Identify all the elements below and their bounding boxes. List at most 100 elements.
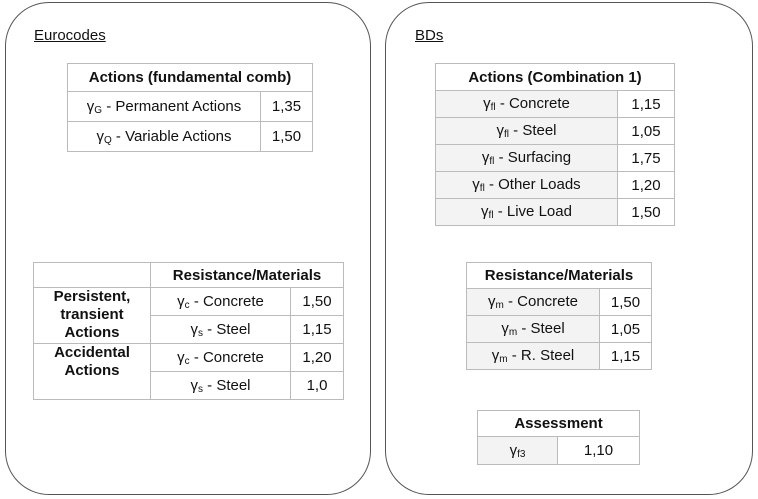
- row: γf3 1,10: [477, 436, 641, 465]
- header-cell: Actions (Combination 1): [434, 63, 676, 91]
- header-row: Actions (fundamental comb): [66, 63, 314, 92]
- label-cell: γfl - Other Loads: [435, 171, 618, 199]
- value-cell: 1,20: [616, 171, 676, 199]
- label-cell: γs - Steel: [150, 315, 291, 344]
- subscript: G: [94, 104, 103, 116]
- label-cell: γc - Concrete: [150, 343, 291, 372]
- value-cell: 1,50: [598, 288, 653, 316]
- symbol: γ: [481, 149, 490, 166]
- label: - Steel: [207, 320, 251, 338]
- symbol: γ: [190, 320, 198, 338]
- label-cell: γm - Concrete: [466, 288, 600, 316]
- header-cell: Assessment: [476, 410, 641, 437]
- empty-cell: [33, 262, 151, 288]
- label-cell: γfl - Live Load: [435, 198, 618, 226]
- subscript: s: [197, 327, 203, 339]
- header-row: Resistance/Materials: [465, 262, 653, 289]
- label-cell: γc - Concrete: [150, 287, 291, 316]
- subscript: Q: [103, 134, 112, 146]
- value-cell: 1,50: [259, 121, 314, 152]
- label-cell: γQ - Variable Actions: [67, 121, 261, 152]
- symbol: γ: [177, 348, 185, 366]
- label: - Permanent Actions: [106, 97, 242, 115]
- subscript: fl: [488, 210, 494, 221]
- label: - Steel: [513, 122, 557, 139]
- symbol: γ: [86, 97, 95, 115]
- subscript: fl: [489, 156, 495, 167]
- label: - Concrete: [507, 293, 579, 310]
- symbol: γ: [177, 292, 185, 310]
- value-cell: 1,75: [616, 144, 676, 172]
- label-cell: γm - Steel: [466, 315, 600, 343]
- row: Accidental Actions γc - Concrete 1,20: [33, 343, 345, 400]
- group-cell: Persistent, transient Actions: [33, 287, 151, 344]
- symbol: γ: [481, 203, 489, 220]
- symbol: γ: [472, 176, 480, 193]
- symbol: γ: [509, 441, 518, 459]
- label-cell: γfl - Concrete: [435, 90, 618, 118]
- header-cell: Resistance/Materials: [465, 262, 653, 289]
- label-cell: γm - R. Steel: [466, 342, 600, 370]
- symbol: γ: [501, 320, 509, 337]
- header-cell: Actions (fundamental comb): [66, 63, 314, 92]
- table: Resistance/Materials γm - Concrete 1,50 γm …: [465, 262, 653, 370]
- label-cell: γf3: [477, 436, 558, 465]
- subscript: fl: [490, 102, 496, 113]
- row: γfl - Concrete 1,15: [435, 90, 676, 118]
- label: - Live Load: [497, 203, 572, 220]
- panel-title: BDs: [415, 27, 444, 44]
- subscript: c: [184, 299, 190, 311]
- row: γfl - Live Load 1,50: [435, 198, 676, 226]
- row: γfl - Steel 1,05: [435, 117, 676, 145]
- label-cell: γs - Steel: [150, 371, 291, 400]
- row: γs - Steel 1,0: [34, 371, 345, 400]
- subscript: c: [184, 355, 190, 367]
- label: - Concrete: [499, 95, 570, 112]
- label: - Variable Actions: [115, 127, 232, 145]
- label: - Concrete: [193, 348, 264, 366]
- value-cell: 1,05: [598, 315, 653, 343]
- header-row: Assessment: [476, 410, 641, 437]
- label: - Concrete: [193, 292, 264, 310]
- row: γfl - Surfacing 1,75: [435, 144, 676, 172]
- label: - R. Steel: [511, 347, 575, 364]
- table: Actions (fundamental comb) γG - Permanent…: [66, 63, 314, 152]
- row: γfl - Other Loads 1,20: [435, 171, 676, 199]
- label: - Other Loads: [488, 176, 581, 193]
- row: γm - R. Steel 1,15: [466, 342, 653, 370]
- symbol: γ: [483, 95, 491, 112]
- bds-panel: [385, 2, 753, 495]
- label: - Steel: [207, 376, 251, 394]
- label-cell: γfl - Surfacing: [435, 144, 618, 172]
- value-cell: 1,10: [556, 436, 641, 465]
- label: - Steel: [521, 320, 565, 337]
- label: - Surfacing: [498, 149, 572, 166]
- subscript: m: [499, 354, 508, 365]
- subscript: s: [197, 383, 203, 395]
- row: γs - Steel 1,15: [34, 315, 345, 344]
- symbol: γ: [487, 293, 496, 310]
- header-cell: Resistance/Materials: [149, 262, 345, 288]
- row: Persistent, transient Actions γc - Concre…: [33, 287, 345, 344]
- header-row: Resistance/Materials: [33, 262, 345, 288]
- value-cell: 1,15: [616, 90, 676, 118]
- value-cell: 1,15: [289, 315, 345, 344]
- row: γm - Concrete 1,50: [466, 288, 653, 316]
- subscript: fl: [479, 183, 485, 194]
- panel-title: Eurocodes: [34, 27, 106, 44]
- symbol: γ: [491, 347, 500, 364]
- value-cell: 1,20: [289, 343, 345, 372]
- symbol: γ: [496, 122, 504, 139]
- table: Assessment γf3 1,10: [476, 410, 641, 465]
- subscript: m: [508, 327, 518, 338]
- value-cell: 1,50: [289, 287, 345, 316]
- subscript: fl: [503, 129, 509, 140]
- symbol: γ: [96, 127, 104, 145]
- row: γG - Permanent Actions 1,35: [67, 91, 314, 122]
- value-cell: 1,0: [289, 371, 345, 400]
- table: Actions (Combination 1) γfl - Concrete 1,1…: [434, 63, 676, 226]
- value-cell: 1,05: [616, 117, 676, 145]
- subscript: m: [495, 300, 504, 311]
- row: γm - Steel 1,05: [466, 315, 653, 343]
